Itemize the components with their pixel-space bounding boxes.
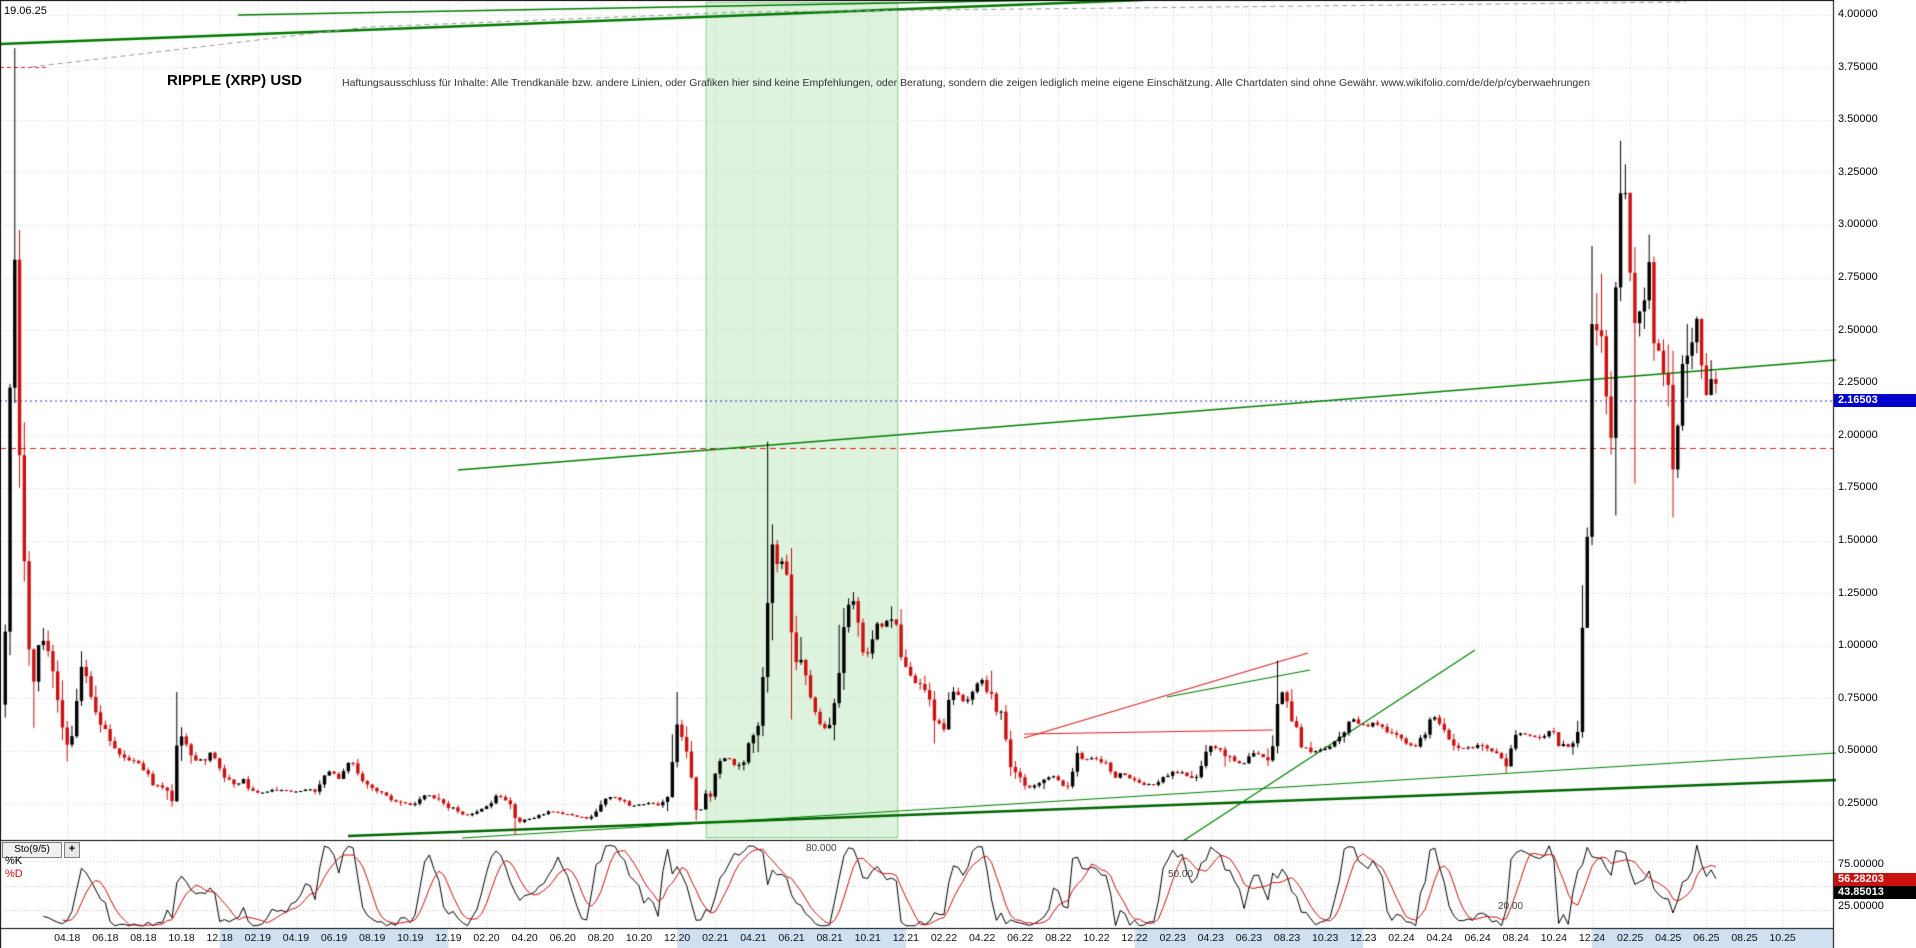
time-tick-label: 08.25 [1731,932,1758,944]
stoch-scale-75-label: 75.00000 [1838,858,1884,870]
price-tick-label: 2.75000 [1838,271,1878,283]
time-tick-label: 08.23 [1273,932,1301,944]
time-tick-label: 12.23 [1350,932,1377,944]
stoch-k-value-tag: 43.85013 [1834,886,1916,899]
time-tick-label: 12.22 [1121,932,1148,944]
time-tick-label: 04.25 [1655,932,1682,944]
time-tick-label: 08.19 [359,932,386,944]
stoch-d-legend: %D [5,868,23,880]
time-tick-label: 02.22 [930,932,958,944]
stoch-scale-25-label: 25.00000 [1838,900,1884,912]
time-tick-label: 12.18 [206,932,233,944]
time-tick-label: 08.21 [816,932,843,944]
price-tick-label: 3.75000 [1838,60,1878,73]
stoch-grid-value-label: 80.000 [806,843,837,854]
price-tick-label: 1.75000 [1838,481,1878,494]
time-tick-label: 02.19 [244,932,271,944]
time-tick-label: 06.20 [549,932,576,944]
time-tick-label: 06.23 [1235,932,1263,944]
time-tick-label: 06.18 [92,932,119,944]
price-tick-label: 0.25000 [1838,797,1878,809]
time-tick-label: 12.21 [892,932,919,944]
price-tick-label: 2.50000 [1838,323,1878,336]
time-tick-label: 12.19 [435,932,462,944]
time-tick-label: 12.24 [1578,932,1606,944]
time-tick-label: 04.23 [1197,932,1224,944]
price-tick-label: 3.25000 [1838,165,1878,178]
time-tick-label: 10.18 [168,932,195,944]
price-tick-label: 4.00000 [1838,8,1878,20]
stoch-k-legend: %K [5,855,23,867]
time-tick-label: 06.21 [778,932,805,944]
time-tick-label: 12.20 [663,932,691,944]
time-tick-label: 04.21 [740,932,767,944]
time-tick-label: 08.20 [587,932,615,944]
price-tick-label: 0.75000 [1838,691,1878,704]
time-tick-label: 08.18 [130,932,157,944]
time-tick-label: 10.22 [1083,932,1110,944]
time-tick-label: 04.19 [282,932,310,944]
time-tick-label: 06.19 [320,932,348,944]
time-tick-label: 02.21 [702,932,729,944]
time-tick-label: 10.20 [625,932,653,944]
time-tick-label: 04.22 [968,932,996,944]
disclaimer-text: Haftungsausschluss für Inhalte: Alle Tre… [342,77,1590,89]
time-tick-label: 04.18 [54,932,81,944]
price-tick-label: 1.50000 [1838,534,1878,546]
time-tick-label: 10.21 [854,932,881,944]
price-tick-label: 1.25000 [1838,586,1878,599]
chart-title: RIPPLE (XRP) USD [167,72,303,89]
price-tick-label: 0.50000 [1838,744,1878,757]
price-tick-label: 3.00000 [1838,218,1878,231]
time-tick-label: 04.24 [1426,932,1453,944]
price-tick-label: 2.25000 [1838,376,1878,389]
current-price-tag: 2.16503 [1834,394,1916,408]
time-tick-label: 06.25 [1693,932,1720,944]
time-tick-label: 04.20 [511,932,538,944]
stoch-grid-value-label: 20.00 [1498,901,1524,912]
chart-date-label: 19.06.25 [4,5,47,17]
time-tick-label: 10.25 [1769,932,1796,944]
time-tick-label: 10.24 [1540,932,1568,944]
indicator-name: Sto(9/5) [14,844,50,855]
time-tick-label: 02.24 [1388,932,1415,944]
time-tick-label: 10.19 [397,932,424,944]
time-tick-label: 02.20 [473,932,500,944]
price-tick-label: 3.50000 [1838,113,1878,126]
stoch-grid-value-label: 50.00 [1168,869,1194,880]
indicator-add-button[interactable]: + [64,842,80,858]
time-tick-label: 02.23 [1159,932,1186,944]
time-tick-label: 06.22 [1007,932,1034,944]
stoch-d-value-tag: 56.28203 [1834,873,1916,886]
time-tick-label: 10.23 [1312,932,1339,944]
price-tick-label: 1.00000 [1838,639,1878,652]
indicator-label-box[interactable]: Sto(9/5) [2,842,62,858]
time-tick-label: 02.25 [1616,932,1644,944]
time-tick-label: 08.24 [1502,932,1529,944]
time-tick-label: 06.24 [1464,932,1491,944]
price-tick-label: 2.00000 [1838,428,1878,441]
time-tick-label: 08.22 [1045,932,1072,944]
